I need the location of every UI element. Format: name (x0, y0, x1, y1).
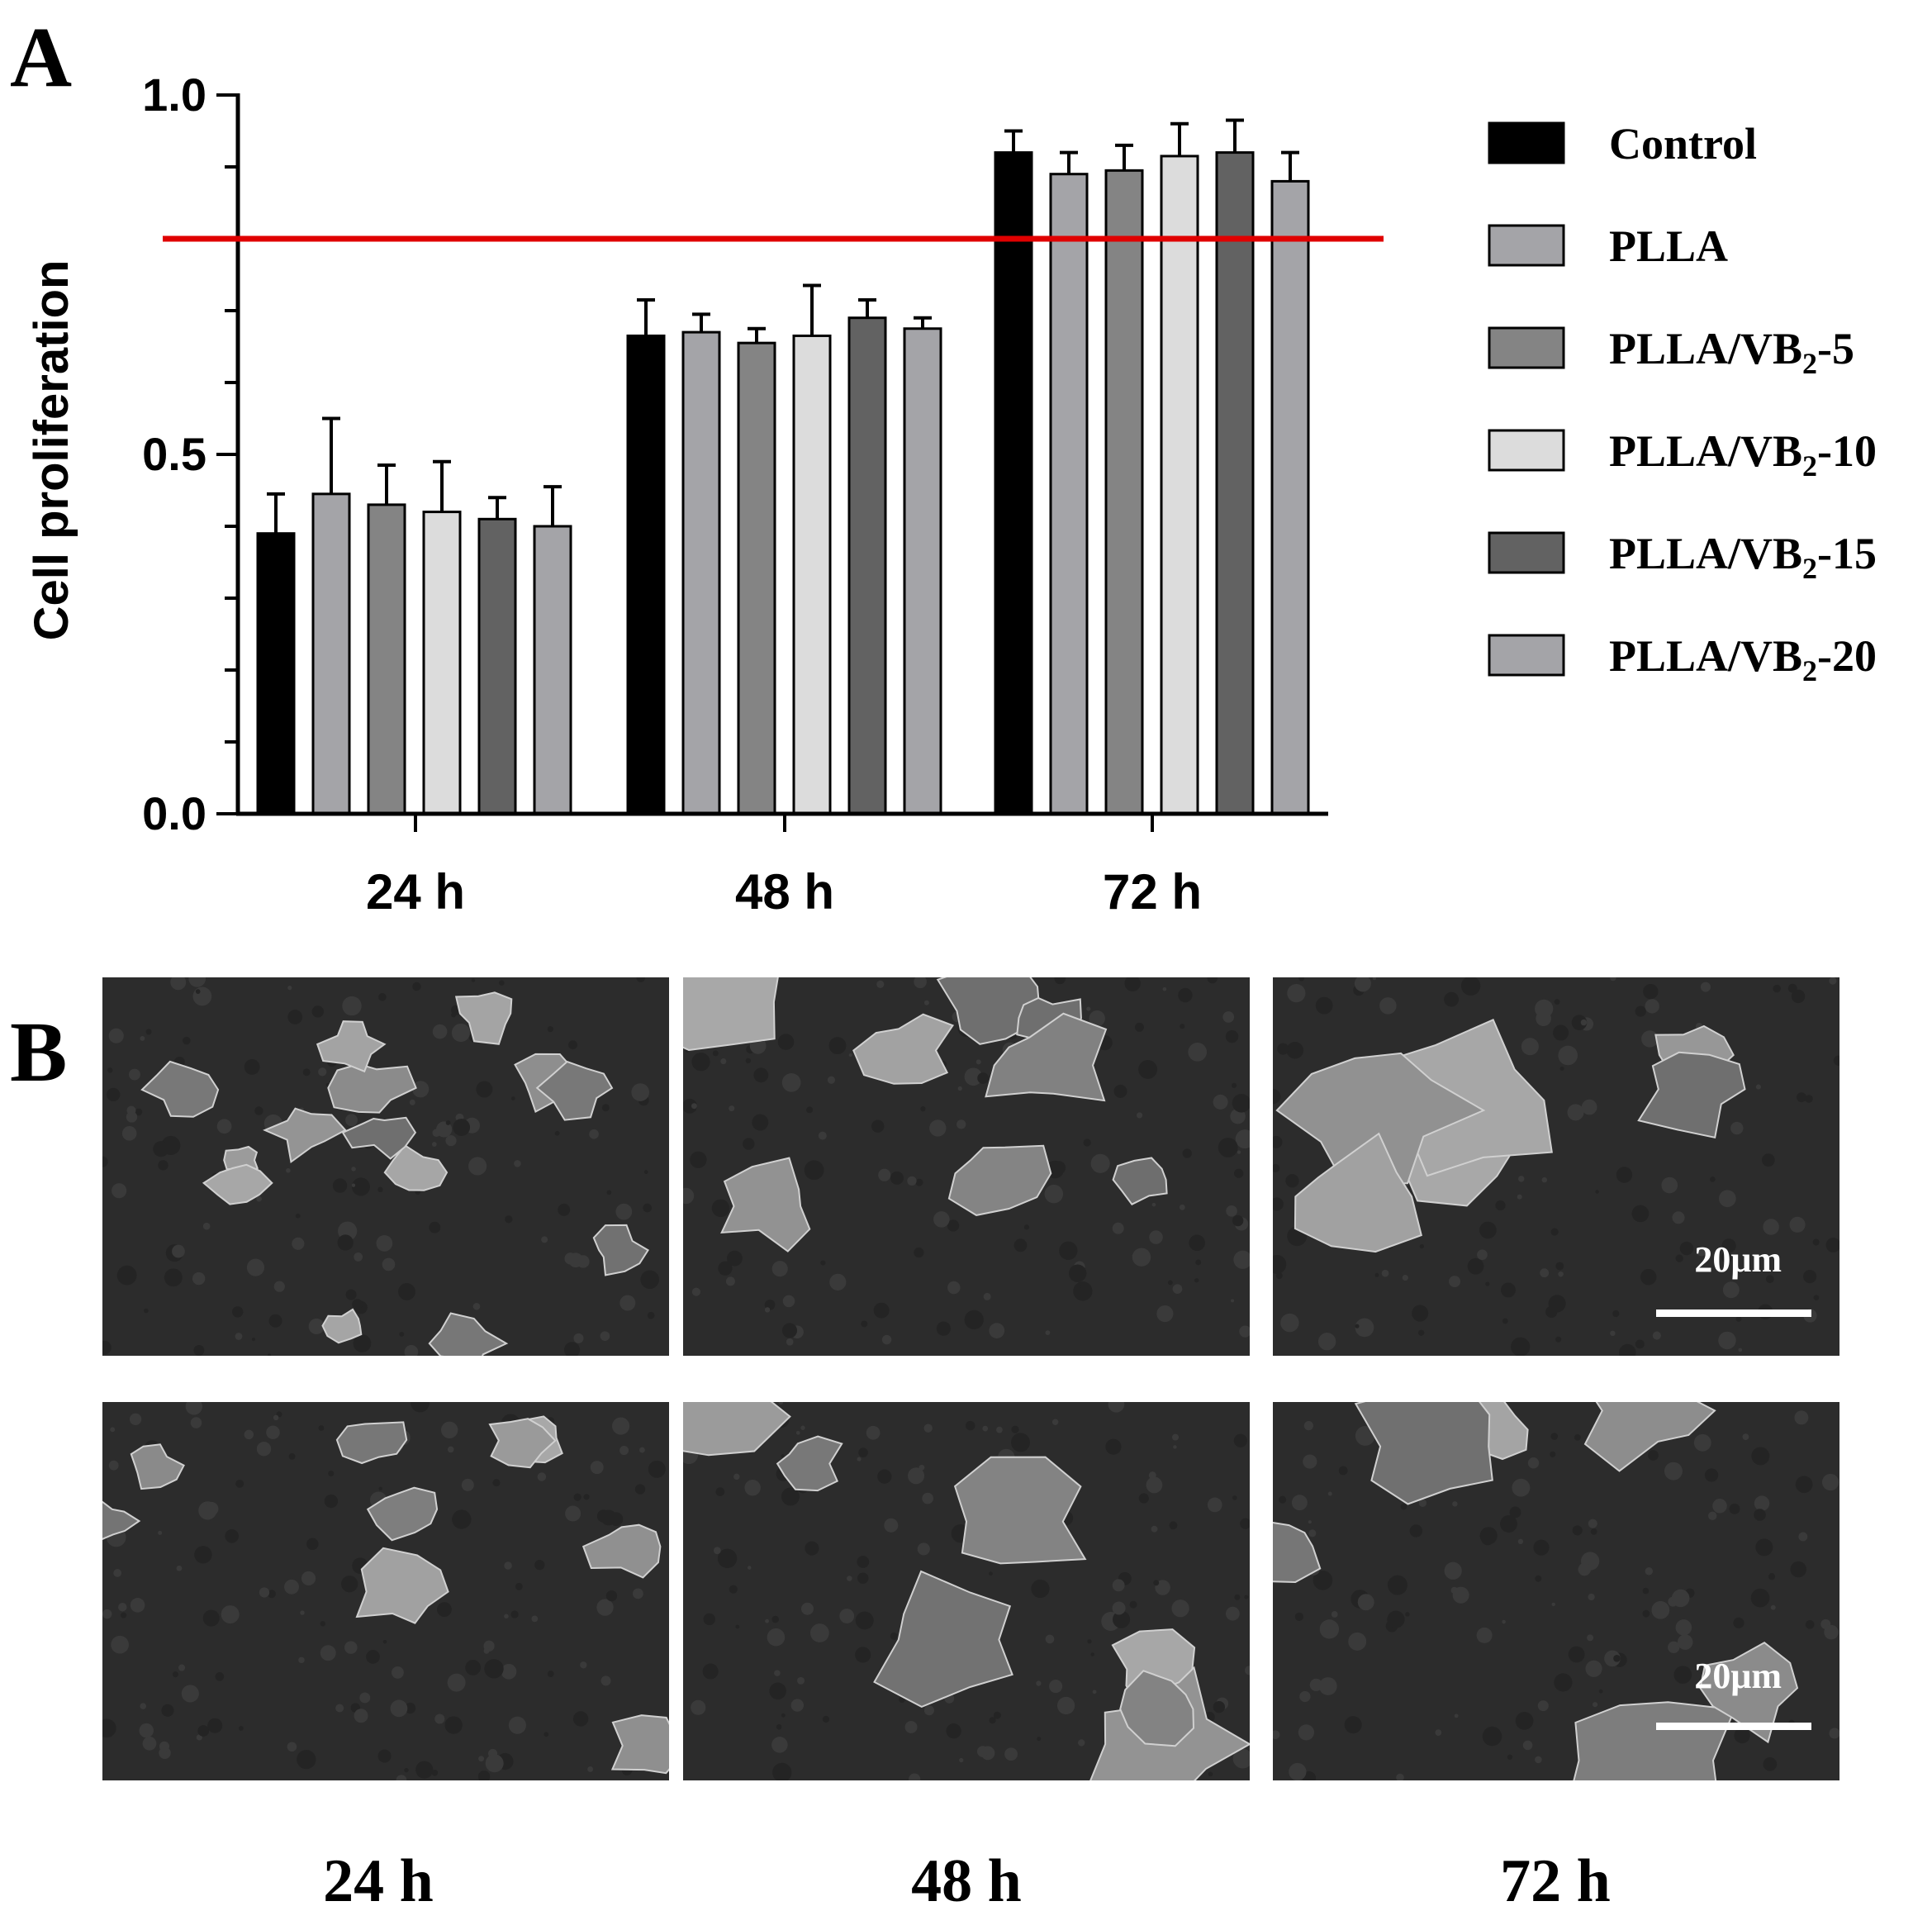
time-label-72h: 72 h (1500, 1847, 1611, 1915)
y-tick-label: 0.0 (142, 787, 206, 839)
x-tick-label: 24 h (366, 864, 465, 920)
sem-micrograph (1273, 977, 1839, 1356)
bar (367, 503, 406, 815)
sem-image-top-48h (683, 977, 1250, 1356)
scale-bar-top (1656, 1309, 1811, 1317)
bar-chart: 0.0 0.5 1.0 24 h 48 h 72 h Cell proliferation C… (25, 69, 1877, 920)
bar (256, 532, 296, 815)
x-tick-label: 72 h (1103, 864, 1202, 920)
bar (1270, 179, 1310, 815)
y-axis-label: Cell proliferation (25, 260, 78, 641)
y-tick-label: 1.0 (142, 69, 206, 121)
bar (1104, 169, 1144, 815)
bar (422, 511, 462, 815)
sem-image-bottom-24h (102, 1402, 669, 1780)
legend-swatch (1488, 121, 1565, 164)
legend-label: Control (1609, 119, 1757, 169)
bar (903, 327, 942, 815)
bar (792, 334, 832, 815)
time-label-24h: 24 h (323, 1847, 434, 1915)
legend-label: PLLA (1609, 221, 1728, 271)
legend-swatch (1488, 224, 1565, 267)
bar (681, 330, 721, 815)
bar (533, 525, 572, 815)
legend-swatch (1488, 634, 1565, 677)
sem-image-top-24h (102, 977, 669, 1356)
scale-bar-label-top: 20μm (1694, 1239, 1782, 1280)
bar (311, 492, 351, 815)
y-tick-label: 0.5 (142, 428, 206, 480)
panel-a-letter: A (10, 10, 73, 105)
legend-label: PLLA/VB2-20 (1609, 631, 1877, 687)
scale-bar-bottom (1656, 1723, 1811, 1730)
legend-label: PLLA/VB2-15 (1609, 529, 1877, 585)
legend-swatch (1488, 531, 1565, 574)
bar (737, 341, 776, 815)
bar (626, 334, 666, 815)
x-tick-label: 48 h (735, 864, 834, 920)
panel-b-letter: B (10, 1005, 68, 1100)
bar (1160, 154, 1199, 815)
legend-swatch (1488, 326, 1565, 369)
time-label-48h: 48 h (911, 1847, 1022, 1915)
sem-micrograph (1273, 1402, 1839, 1780)
sem-micrograph (102, 1402, 669, 1780)
bar (477, 517, 517, 815)
sem-micrograph (683, 977, 1250, 1356)
sem-image-bottom-72h: 20μm (1273, 1402, 1839, 1780)
legend-swatch (1488, 429, 1565, 472)
sem-image-top-72h: 20μm (1273, 977, 1839, 1356)
bar (1215, 151, 1255, 815)
legend-label: PLLA/VB2-10 (1609, 426, 1877, 482)
sem-image-bottom-48h (683, 1402, 1250, 1780)
sem-micrograph (102, 977, 669, 1356)
legend-label: PLLA/VB2-5 (1609, 324, 1854, 380)
bar (847, 316, 887, 815)
bar (994, 151, 1033, 815)
bar (1049, 173, 1089, 815)
sem-micrograph (683, 1402, 1250, 1780)
scale-bar-label-bottom: 20μm (1694, 1656, 1782, 1696)
